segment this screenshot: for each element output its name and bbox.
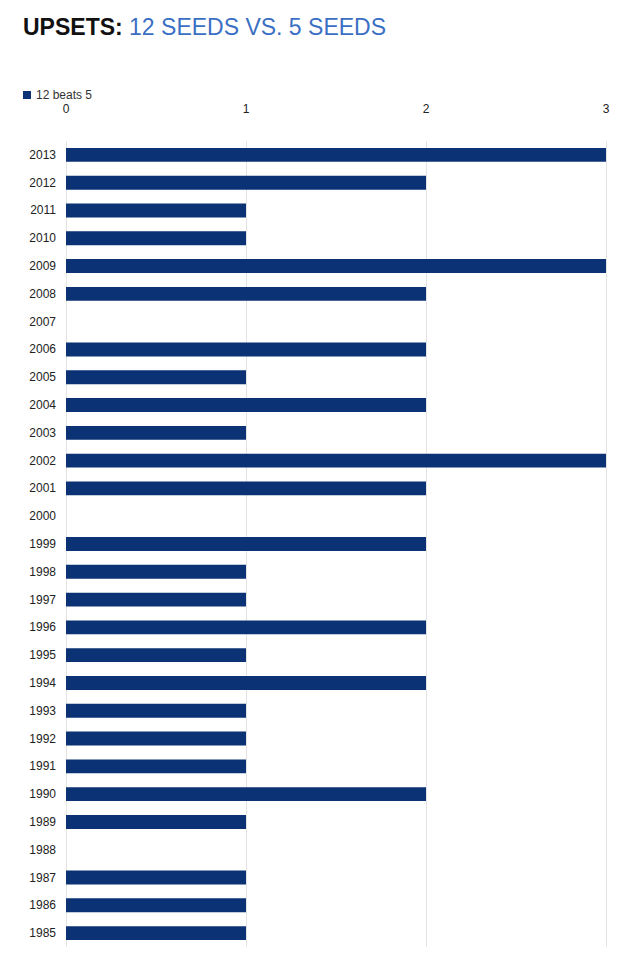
svg-text:0: 0 (63, 102, 70, 116)
svg-text:1990: 1990 (29, 787, 56, 801)
svg-text:1985: 1985 (29, 926, 56, 940)
svg-text:2000: 2000 (29, 509, 56, 523)
svg-text:2: 2 (423, 102, 430, 116)
svg-text:1991: 1991 (29, 759, 56, 773)
svg-text:2004: 2004 (29, 398, 56, 412)
svg-text:2007: 2007 (29, 315, 56, 329)
svg-text:1987: 1987 (29, 871, 56, 885)
svg-text:2003: 2003 (29, 426, 56, 440)
svg-text:2011: 2011 (30, 203, 56, 217)
svg-text:UPSETS:: UPSETS: (23, 14, 123, 40)
svg-text:1999: 1999 (29, 537, 56, 551)
svg-text:1992: 1992 (29, 732, 56, 746)
svg-text:1995: 1995 (29, 648, 56, 662)
svg-text:2006: 2006 (29, 342, 56, 356)
svg-text:1986: 1986 (29, 898, 56, 912)
svg-text:12 SEEDS VS. 5 SEEDS: 12 SEEDS VS. 5 SEEDS (123, 14, 386, 40)
svg-text:1993: 1993 (29, 704, 56, 718)
svg-text:12 beats 5: 12 beats 5 (36, 88, 92, 102)
svg-text:2009: 2009 (29, 259, 56, 273)
svg-text:1996: 1996 (29, 620, 56, 634)
svg-text:2001: 2001 (29, 481, 56, 495)
svg-text:2005: 2005 (29, 370, 56, 384)
svg-text:1988: 1988 (29, 843, 56, 857)
svg-text:1994: 1994 (29, 676, 56, 690)
svg-text:2012: 2012 (29, 176, 56, 190)
svg-text:2013: 2013 (29, 148, 56, 162)
svg-text:1: 1 (243, 102, 250, 116)
svg-text:2008: 2008 (29, 287, 56, 301)
svg-text:1989: 1989 (29, 815, 56, 829)
svg-text:2002: 2002 (29, 454, 56, 468)
svg-text:1998: 1998 (29, 565, 56, 579)
svg-text:2010: 2010 (29, 231, 56, 245)
svg-text:1997: 1997 (29, 593, 56, 607)
svg-text:3: 3 (603, 102, 610, 116)
